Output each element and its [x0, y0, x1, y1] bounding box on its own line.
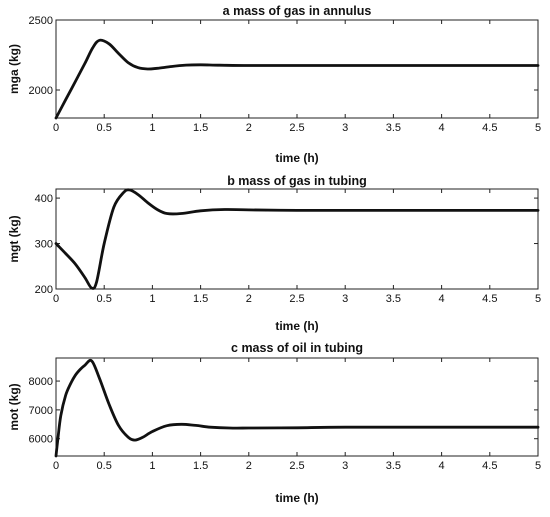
panel-c-y-tick-label: 8000 [29, 376, 53, 388]
panel-a-x-tick-label: 3 [342, 122, 348, 134]
panel-a-series-line [54, 38, 540, 120]
panel-b-y-tick-label: 400 [35, 193, 53, 205]
panel-c-title: c mass of oil in tubing [231, 341, 363, 355]
panel-a-x-tick-label: 0 [53, 122, 59, 134]
panel-c-x-tick-label: 1.5 [193, 460, 208, 472]
panel-a: a mass of gas in annulus 0 0.5 1 1.5 2 2.5 3 3.… [7, 4, 541, 165]
panel-b-x-tick-label: 2 [246, 293, 252, 305]
panel-c-x-tick-label: 3.5 [386, 460, 401, 472]
panel-b-x-tick-label: 5 [535, 293, 541, 305]
panel-c-x-tick-label: 2 [246, 460, 252, 472]
panel-b-x-tick-label: 3 [342, 293, 348, 305]
panel-b-y-ticks: 200 300 400 [35, 193, 538, 296]
panel-c-x-tick-label: 2.5 [289, 460, 304, 472]
panel-c-y-ticks: 6000 7000 8000 [29, 376, 538, 446]
panel-a-x-tick-label: 5 [535, 122, 541, 134]
panel-b-y-tick-label: 200 [35, 284, 53, 296]
panel-a-x-tick-label: 0.5 [97, 122, 112, 134]
panel-c-x-tick-label: 4.5 [482, 460, 497, 472]
panel-b-x-tick-label: 1.5 [193, 293, 208, 305]
panel-c-series-line [54, 358, 540, 458]
panel-c-plot-area [55, 357, 539, 457]
panel-c-x-label: time (h) [275, 491, 318, 505]
panel-b-x-ticks: 0 0.5 1 1.5 2 2.5 3 3.5 4 4.5 5 [53, 189, 541, 305]
panel-a-x-tick-label: 1 [149, 122, 155, 134]
panel-b-x-tick-label: 4.5 [482, 293, 497, 305]
panel-c-x-tick-label: 0.5 [97, 460, 112, 472]
panel-b-y-label: mgt (kg) [7, 215, 21, 262]
panel-a-x-tick-label: 2 [246, 122, 252, 134]
panel-a-x-tick-label: 1.5 [193, 122, 208, 134]
panel-c-x-tick-label: 0 [53, 460, 59, 472]
panel-c-x-tick-label: 5 [535, 460, 541, 472]
panel-b-plot-area [55, 188, 539, 290]
panel-b-series-line [54, 188, 540, 290]
panel-a-title: a mass of gas in annulus [223, 4, 372, 18]
panel-c: c mass of oil in tubing 0 0.5 1 1.5 2 2.5 3 3.5… [7, 341, 541, 505]
panel-c-y-label: mot (kg) [7, 383, 21, 430]
panel-b-y-tick-label: 300 [35, 239, 53, 251]
panel-a-x-tick-label: 4.5 [482, 122, 497, 134]
panel-c-x-tick-label: 4 [439, 460, 445, 472]
panel-a-x-tick-label: 4 [439, 122, 445, 134]
panel-c-x-ticks: 0 0.5 1 1.5 2 2.5 3 3.5 4 4.5 5 [53, 358, 541, 472]
panel-a-y-ticks: 2000 2500 [29, 15, 538, 97]
panel-a-x-tick-label: 3.5 [386, 122, 401, 134]
panel-b-x-tick-label: 0.5 [97, 293, 112, 305]
panel-b-x-label: time (h) [275, 319, 318, 333]
panel-c-y-tick-label: 6000 [29, 434, 53, 446]
panel-a-plot-area [55, 19, 539, 119]
panel-b-x-tick-label: 2.5 [289, 293, 304, 305]
panel-a-y-tick-label: 2000 [29, 85, 53, 97]
panel-b: b mass of gas in tubing 0 0.5 1 1.5 2 2.5 3 3.5… [7, 174, 541, 333]
panel-b-x-tick-label: 1 [149, 293, 155, 305]
panel-a-y-label: mga (kg) [7, 44, 21, 94]
panel-b-x-tick-label: 3.5 [386, 293, 401, 305]
panel-a-x-ticks: 0 0.5 1 1.5 2 2.5 3 3.5 4 4.5 5 [53, 20, 541, 134]
panel-a-x-label: time (h) [275, 151, 318, 165]
panel-b-x-tick-label: 4 [439, 293, 445, 305]
panel-c-y-tick-label: 7000 [29, 405, 53, 417]
panel-a-y-tick-label: 2500 [29, 15, 53, 27]
panel-c-x-tick-label: 1 [149, 460, 155, 472]
panel-b-x-tick-label: 0 [53, 293, 59, 305]
panel-a-x-tick-label: 2.5 [289, 122, 304, 134]
panel-c-x-tick-label: 3 [342, 460, 348, 472]
panel-b-title: b mass of gas in tubing [227, 174, 367, 188]
